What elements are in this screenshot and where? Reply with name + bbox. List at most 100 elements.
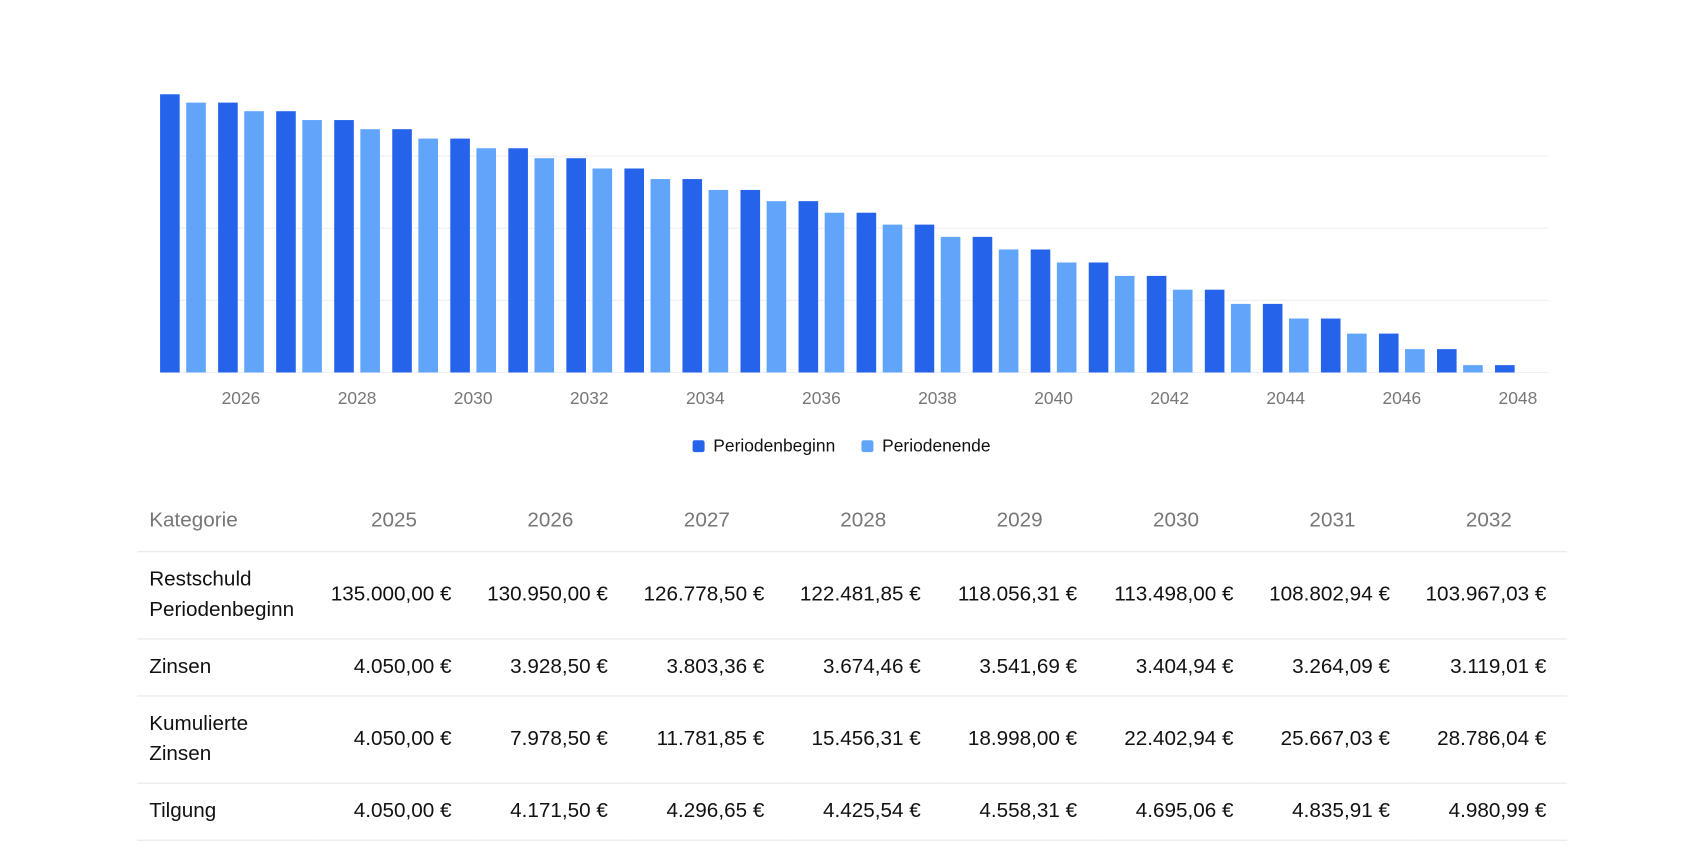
bar (1495, 365, 1515, 373)
bar (1230, 303, 1251, 373)
bar (186, 102, 206, 373)
bar (824, 212, 845, 373)
cell: 130.950,00 € (472, 551, 629, 640)
column-header: 2028 (785, 489, 942, 553)
x-tick-label: 2038 (918, 388, 957, 408)
table-row: Zinsen 4.050,00 €3.928,50 €3.803,36 €3.67… (137, 638, 1568, 697)
x-tick-label: 2040 (1034, 388, 1073, 408)
bar (798, 201, 819, 373)
x-tick-label: 2032 (570, 388, 609, 408)
cell: 4.980,99 € (1410, 783, 1568, 841)
bar (450, 138, 470, 373)
bar (1320, 318, 1341, 373)
bar (1114, 275, 1135, 373)
bar (1146, 275, 1167, 373)
legend-label: Periodenbeginn (713, 435, 835, 455)
bar (682, 179, 703, 373)
row-label: Zinsen (137, 638, 316, 697)
cell: 8.100,00 € (785, 840, 942, 858)
cell: 4.558,31 € (941, 783, 1098, 841)
cell: 108.802,94 € (1254, 551, 1411, 640)
bar (1088, 262, 1109, 373)
bar (1030, 249, 1051, 373)
chart: 2026 2028 2030 2032 2034 2036 2038 2040 2042 2044… (160, 94, 1549, 455)
bar (882, 224, 903, 373)
cell: 8.100,00 € (315, 840, 473, 858)
x-tick-label: 2034 (686, 388, 725, 408)
x-tick-label: 2036 (802, 388, 841, 408)
column-header: 2031 (1254, 489, 1411, 553)
cell: 3.541,69 € (941, 638, 1098, 697)
cell: 8.100,00 € (472, 840, 629, 858)
cell: 7.978,50 € (472, 695, 629, 784)
cell: 8.100,00 € (941, 840, 1098, 858)
bar (276, 111, 296, 373)
data-table: Kategorie 2025 2026 2027 2028 2029 2030 2031 203… (137, 489, 1568, 858)
cell: 118.056,31 € (941, 551, 1098, 640)
bar (534, 158, 555, 373)
cell: 25.667,03 € (1254, 695, 1411, 784)
cell: 8.100,00 € (1097, 840, 1255, 858)
cell: 4.695,06 € (1097, 783, 1255, 841)
bar (1436, 349, 1457, 373)
bar (334, 120, 354, 373)
bar (592, 168, 613, 373)
column-header: 2032 (1410, 489, 1568, 553)
bar (708, 189, 729, 373)
cell: 4.835,91 € (1254, 783, 1411, 841)
cell: 126.778,50 € (628, 551, 786, 640)
cell: 4.296,65 € (628, 783, 786, 841)
cell: 18.998,00 € (941, 695, 1098, 784)
cell: 3.404,94 € (1097, 638, 1255, 697)
bar (914, 224, 935, 373)
x-tick-label: 2044 (1266, 388, 1305, 408)
bar (1056, 262, 1077, 373)
cell: 3.803,36 € (628, 638, 786, 697)
cell: 4.425,54 € (785, 783, 942, 841)
bar (1405, 349, 1425, 373)
bar (1204, 289, 1225, 373)
bar (624, 168, 645, 373)
column-header: 2029 (941, 489, 1098, 553)
bar (418, 138, 438, 373)
cell: 3.119,01 € (1410, 638, 1568, 697)
cell: 135.000,00 € (315, 551, 473, 640)
bar (392, 129, 412, 373)
x-tick-label: 2042 (1150, 388, 1189, 408)
bar (940, 236, 961, 373)
bar (1289, 318, 1309, 373)
x-tick-label: 2026 (222, 388, 261, 408)
legend-swatch (692, 440, 705, 453)
cell: 113.498,00 € (1097, 551, 1255, 640)
x-tick-label: 2046 (1382, 388, 1421, 408)
column-header: 2026 (472, 489, 629, 553)
x-tick-label: 2030 (454, 388, 493, 408)
column-header: Kategorie (137, 489, 316, 553)
cell: 3.928,50 € (472, 638, 629, 697)
table-row: Annuität8.100,00 €8.100,00 €8.100,00 €8.… (137, 840, 1568, 858)
cell: 22.402,94 € (1097, 695, 1255, 784)
legend-label: Periodenende (882, 435, 990, 455)
bar (566, 158, 586, 373)
bar (1262, 303, 1283, 373)
cell: 4.050,00 € (315, 638, 473, 697)
table-row: Restschuld Periodenbeginn 135.000,00 €130… (137, 551, 1568, 640)
cell: 3.674,46 € (785, 638, 942, 697)
legend-swatch (861, 440, 874, 453)
cell: 4.050,00 € (315, 695, 473, 784)
row-label: Annuität (137, 840, 316, 858)
x-tick-label: 2028 (338, 388, 377, 408)
row-label: Kumulierte Zinsen (137, 695, 316, 784)
cell: 11.781,85 € (628, 695, 786, 784)
bar (244, 111, 264, 373)
bar (650, 179, 671, 373)
column-header: 2025 (315, 489, 473, 553)
cell: 8.100,00 € (1254, 840, 1411, 858)
column-header: 2030 (1097, 489, 1255, 553)
bar (160, 94, 180, 373)
cell: 8.100,00 € (628, 840, 786, 858)
cell: 28.786,04 € (1410, 695, 1568, 784)
bar (972, 236, 993, 373)
bar (998, 249, 1019, 373)
